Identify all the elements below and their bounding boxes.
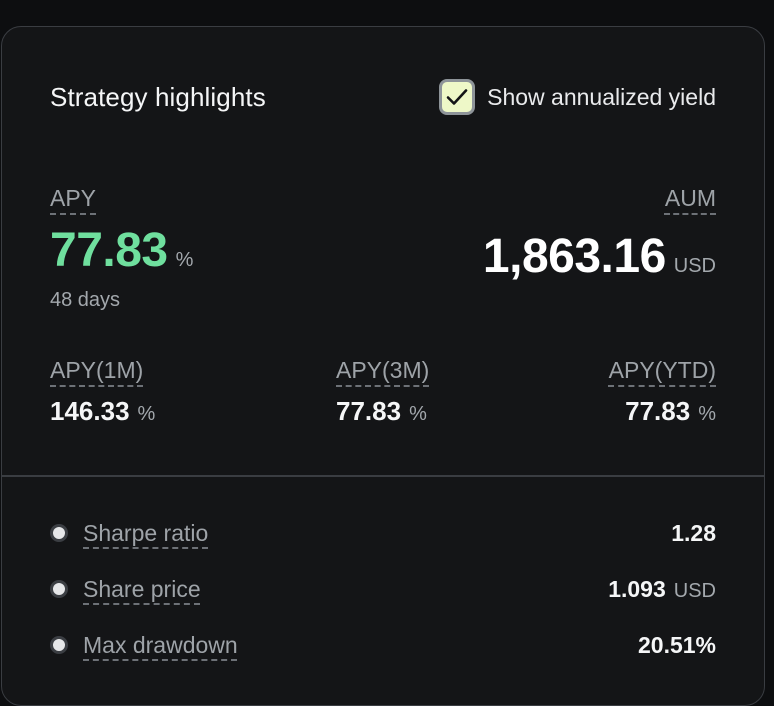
apy-value: 77.83 [50,224,168,277]
section-divider [2,475,764,477]
metric-row-share-price: Share price 1.093 USD [50,571,716,607]
apy-period: 48 days [50,289,121,311]
metric-row-sharpe-ratio: Sharpe ratio 1.28 [50,515,716,551]
max-drawdown-value: 20.51% [637,631,716,658]
apy-3m: APY(3M) 77.83 % [336,357,429,427]
apy-3m-value: 77.83 [336,396,402,426]
bullet-dot-icon [53,527,65,539]
apy-ytd: APY(YTD) 77.83 % [609,357,716,427]
apy-1m-value: 146.33 [50,396,130,426]
metric-row-max-drawdown: Max drawdown 20.51% [50,627,716,663]
apy-ytd-unit: % [698,403,716,425]
aum-value: 1,863.16 [482,230,666,283]
max-drawdown-label[interactable]: Max drawdown [83,631,238,658]
annualized-yield-toggle[interactable]: Show annualized yield [439,79,716,115]
aum-label[interactable]: AUM [664,185,716,211]
apy-1m: APY(1M) 146.33 % [50,357,155,427]
apy-1m-unit: % [137,403,156,425]
card-title: Strategy highlights [50,81,266,112]
check-icon [446,89,468,105]
bullet-dot-icon [53,639,65,651]
strategy-highlights-card: Strategy highlights Show annualized yiel… [1,26,765,706]
annualized-yield-checkbox[interactable] [439,79,476,115]
apy-value-group: 77.83 % [50,223,193,278]
apy-1m-label[interactable]: APY(1M) [50,357,144,383]
apy-ytd-label[interactable]: APY(YTD) [608,357,716,383]
sharpe-ratio-value: 1.28 [671,519,716,546]
bullet-dot-icon [53,583,65,595]
sharpe-ratio-label[interactable]: Sharpe ratio [83,519,209,546]
apy-ytd-value: 77.83 [625,396,691,426]
share-price-label[interactable]: Share price [83,575,201,602]
apy-3m-label[interactable]: APY(3M) [336,357,430,383]
apy-label[interactable]: APY [50,185,97,211]
apy-unit: % [175,249,194,271]
card-header: Strategy highlights Show annualized yiel… [50,77,716,117]
aum-value-group: 1,863.16 USD [483,229,716,284]
apy-3m-unit: % [409,403,427,425]
share-price-unit: USD [673,579,716,602]
aum-unit: USD [673,255,716,277]
toggle-label[interactable]: Show annualized yield [487,83,716,110]
share-price-value: 1.093 [608,575,666,602]
